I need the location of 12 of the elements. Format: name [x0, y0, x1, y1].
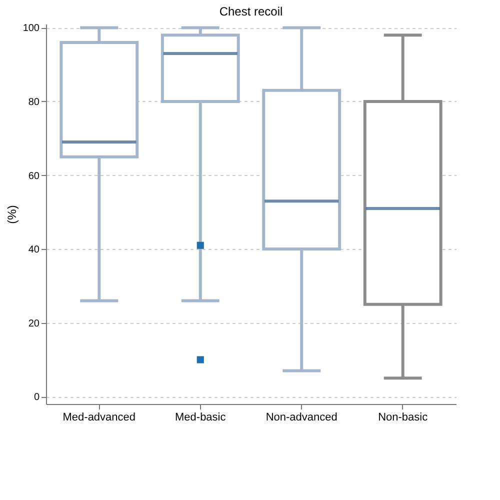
x-tick-label: Non-basic [378, 412, 428, 424]
x-tick-label: Non-advanced [266, 412, 338, 424]
y-tick-label: 60 [28, 170, 40, 182]
y-tick-label: 40 [28, 244, 40, 256]
chart-title: Chest recoil [219, 4, 283, 19]
y-tick-label: 80 [28, 96, 40, 108]
y-tick-label: 0 [34, 392, 40, 404]
y-tick-label: 100 [22, 23, 40, 34]
y-axis-title: (%) [4, 205, 19, 224]
x-tick-label: Med-basic [175, 412, 226, 424]
x-tick-label: Med-advanced [62, 412, 136, 424]
y-tick-label: 20 [28, 318, 40, 330]
